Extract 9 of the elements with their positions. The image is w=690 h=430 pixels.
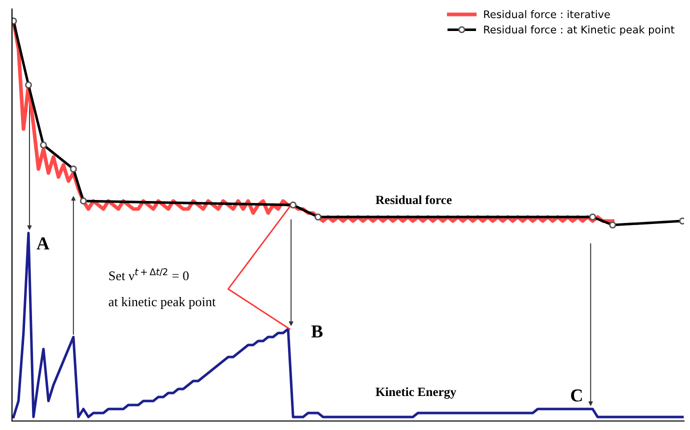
legend-label: Residual force : iterative <box>484 10 610 18</box>
annotation: Residual force <box>376 195 452 204</box>
annotation: Kinetic Energy <box>376 387 456 399</box>
legend-label: Residual force : at Kinetic peak point <box>484 25 674 36</box>
annotation: A <box>36 237 50 250</box>
annotation: C <box>571 389 582 402</box>
annotation: B <box>311 326 323 338</box>
annotation: at kinetic peak point <box>108 297 216 309</box>
annotation: Set ν$^{t+Δt/2}$ = 0 <box>109 268 189 280</box>
